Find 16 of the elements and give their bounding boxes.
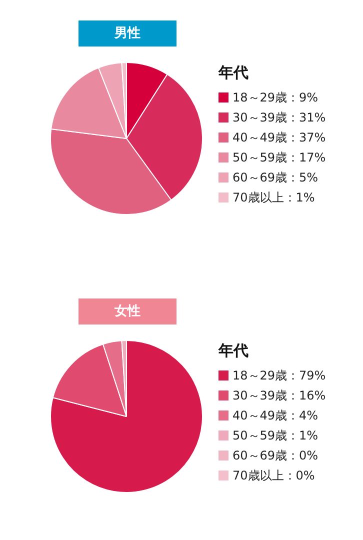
legend-label: 18～29歳：79% bbox=[232, 368, 326, 382]
chart-title: 女性 bbox=[114, 304, 140, 319]
legend-label: 40～49歳：4% bbox=[232, 408, 318, 422]
legend-label: 18～29歳：9% bbox=[232, 90, 318, 104]
legend-title: 年代 bbox=[218, 342, 248, 360]
legend-label: 60～69歳：5% bbox=[232, 170, 318, 184]
legend-label: 70歳以上：0% bbox=[232, 468, 315, 482]
legend-label: 40～49歳：37% bbox=[232, 130, 326, 144]
chart-title: 男性 bbox=[114, 26, 140, 41]
legend-label: 50～59歳：17% bbox=[232, 150, 326, 164]
legend-label: 30～39歳：16% bbox=[232, 388, 326, 402]
legend-title: 年代 bbox=[218, 64, 248, 82]
legend-label: 50～59歳：1% bbox=[232, 428, 318, 442]
legend-label: 60～69歳：0% bbox=[232, 448, 318, 462]
legend-label: 70歳以上：1% bbox=[232, 190, 315, 204]
legend-label: 30～39歳：31% bbox=[232, 110, 326, 124]
